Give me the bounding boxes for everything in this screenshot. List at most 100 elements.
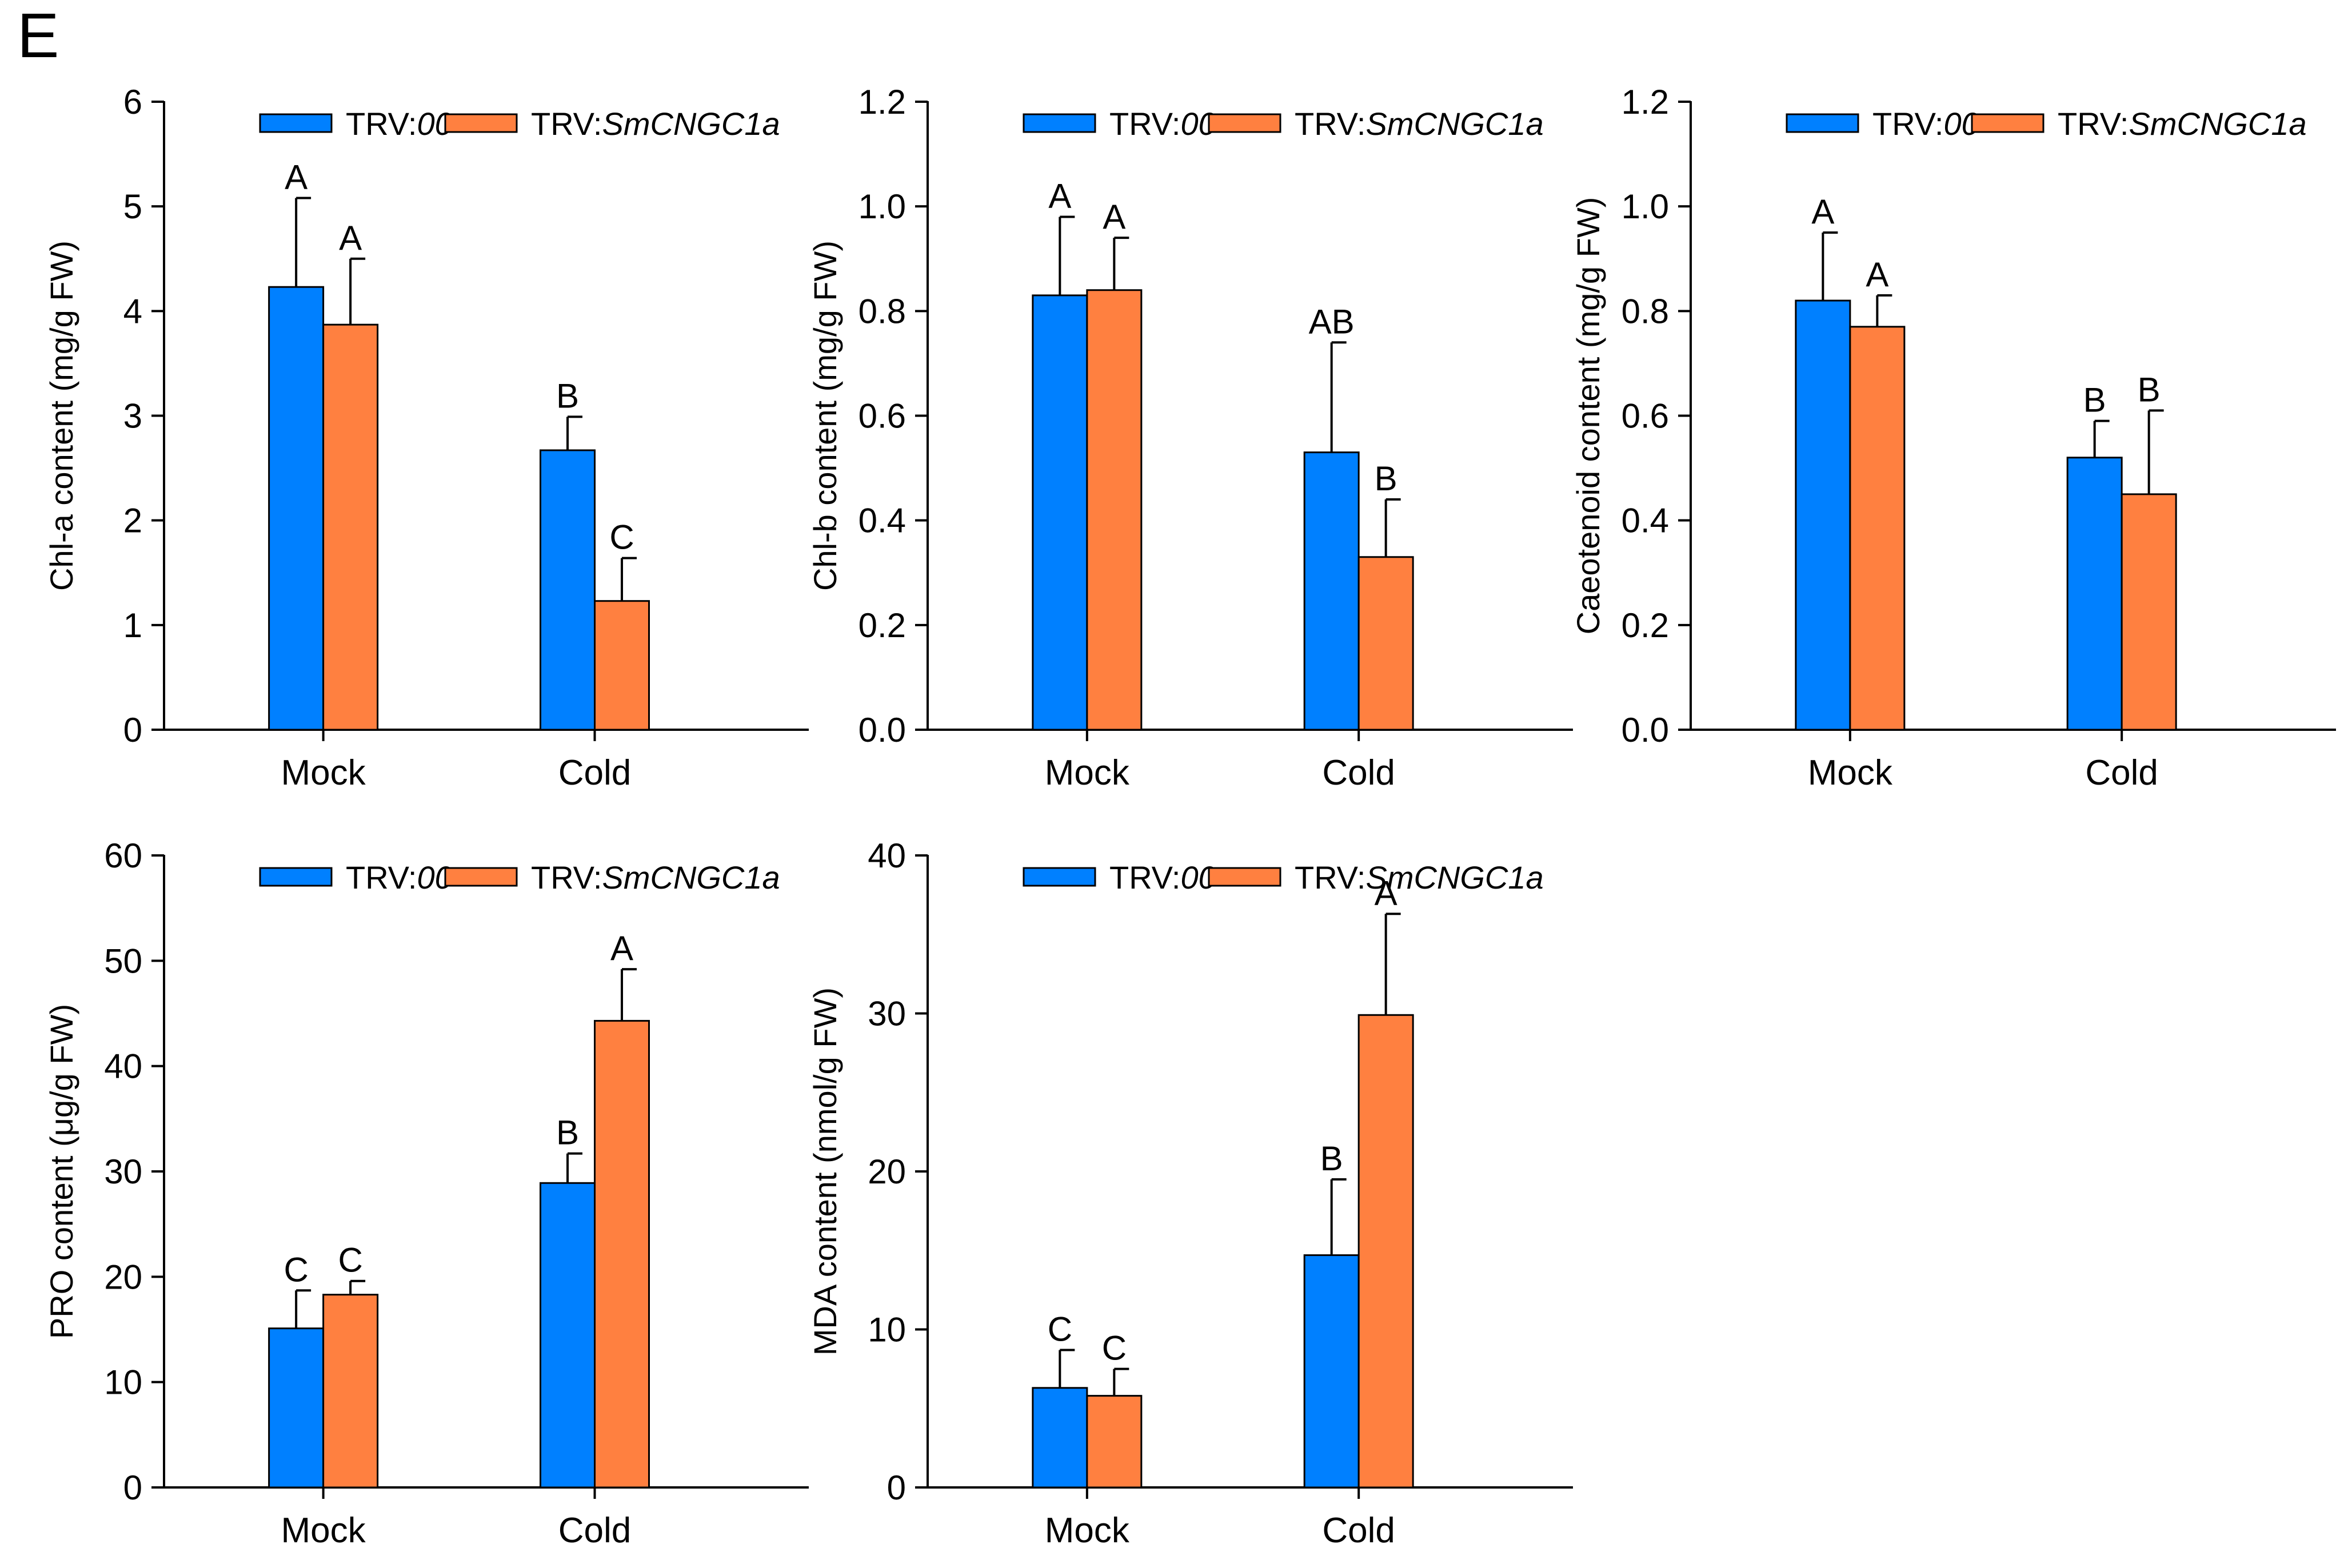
y-tick-label: 30 <box>868 995 906 1033</box>
bar <box>1086 1395 1143 1489</box>
y-tick-label: 50 <box>104 942 142 980</box>
chart-panel-3: 0.0 0.2 0.4 0.6 0.8 1.0 1.2 Caeotenoid content … <box>1570 83 2336 793</box>
bar <box>2066 457 2123 731</box>
bar <box>268 1327 325 1489</box>
legend-label: TRV:SmCNGC1a <box>1295 859 1544 895</box>
y-tick-label: 0.2 <box>858 606 906 645</box>
legend-swatch <box>259 867 333 887</box>
y-tick-label: 10 <box>104 1363 142 1402</box>
significance-letter: C <box>338 1241 362 1279</box>
significance-letter: C <box>1102 1329 1127 1367</box>
legend-label: TRV:SmCNGC1a <box>531 859 780 895</box>
x-category-label: Mock <box>1808 753 1893 793</box>
x-category-label: Cold <box>558 1511 632 1550</box>
legend-swatch <box>1208 867 1281 887</box>
chart-panel-2: 0.0 0.2 0.4 0.6 0.8 1.0 1.2 Chl-b content (mg/g… <box>807 83 1573 793</box>
chart-panel-1: 0 1 2 3 4 5 6 Chl-a content (mg/g FW) Mock AA Cold… <box>43 83 809 793</box>
y-tick-label: 40 <box>868 837 906 875</box>
y-tick-label: 3 <box>123 397 142 435</box>
significance-letter: B <box>1375 459 1397 498</box>
bar <box>594 600 650 731</box>
bar <box>322 1294 379 1489</box>
bar <box>1357 1014 1414 1489</box>
x-category-label: Mock <box>281 753 366 793</box>
legend: TRV:00 TRV:SmCNGC1a <box>259 106 780 142</box>
y-tick-label: 0.0 <box>1622 711 1669 749</box>
y-tick-label: 1.2 <box>1622 83 1669 121</box>
x-category-label: Cold <box>2085 753 2158 793</box>
significance-letter: B <box>556 377 579 415</box>
y-tick-label: 4 <box>123 292 142 330</box>
y-tick-label: 0 <box>887 1469 906 1507</box>
significance-letter: B <box>1320 1139 1343 1178</box>
x-category-label: Cold <box>1322 1511 1395 1550</box>
bar <box>1032 294 1088 731</box>
significance-letter: A <box>1375 874 1397 912</box>
significance-letter: A <box>1866 255 1888 294</box>
bar <box>1795 299 1851 731</box>
x-category-label: Cold <box>558 753 632 793</box>
legend-label: TRV:00 <box>1109 106 1216 142</box>
bar <box>540 449 596 731</box>
y-tick-label: 1.0 <box>1622 187 1669 226</box>
y-tick-label: 30 <box>104 1153 142 1191</box>
y-tick-label: 0.8 <box>1622 292 1669 330</box>
legend-swatch <box>259 113 333 133</box>
y-tick-label: 20 <box>868 1153 906 1191</box>
y-tick-label: 1.2 <box>858 83 906 121</box>
y-tick-label: 0 <box>123 1469 142 1507</box>
y-tick-label: 5 <box>123 187 142 226</box>
bar <box>322 323 379 731</box>
bar <box>1303 451 1360 731</box>
legend-label: TRV:SmCNGC1a <box>1295 106 1544 142</box>
legend-swatch <box>1208 113 1281 133</box>
x-category-label: Mock <box>281 1511 366 1550</box>
legend-swatch <box>1971 113 2044 133</box>
y-axis-title: Chl-a content (mg/g FW) <box>43 241 79 591</box>
legend-swatch <box>1023 113 1096 133</box>
significance-letter: B <box>556 1114 579 1152</box>
y-tick-label: 10 <box>868 1311 906 1349</box>
y-axis-title: MDA content (nmol/g FW) <box>807 987 843 1355</box>
x-category-label: Cold <box>1322 753 1395 793</box>
bar <box>594 1019 650 1489</box>
legend-label: TRV:00 <box>346 106 453 142</box>
legend-label: TRV:00 <box>1872 106 1979 142</box>
y-axis-title: Chl-b content (mg/g FW) <box>807 241 843 591</box>
significance-letter: C <box>609 518 634 557</box>
significance-letter: A <box>339 219 362 257</box>
legend: TRV:00 TRV:SmCNGC1a <box>1023 859 1544 895</box>
bar <box>1357 556 1414 731</box>
legend-swatch <box>1023 867 1096 887</box>
bar <box>268 286 325 731</box>
chart-panel-5: 0 10 20 30 40 MDA content (nmol/g FW) Mock C C Co… <box>807 837 1573 1550</box>
x-category-label: Mock <box>1045 1511 1130 1550</box>
bar <box>540 1182 596 1489</box>
significance-letter: A <box>610 929 633 967</box>
y-tick-label: 20 <box>104 1258 142 1296</box>
significance-letter: B <box>2138 370 2161 409</box>
significance-letter: B <box>2083 381 2106 419</box>
significance-letter: C <box>1048 1310 1072 1348</box>
y-tick-label: 40 <box>104 1047 142 1086</box>
y-tick-label: 0.0 <box>858 711 906 749</box>
legend-label: TRV:SmCNGC1a <box>531 106 780 142</box>
y-axis-title: Caeotenoid content (mg/g FW) <box>1570 197 1606 635</box>
legend: TRV:00 TRV:SmCNGC1a <box>1023 106 1544 142</box>
legend-label: TRV:00 <box>346 859 453 895</box>
y-tick-label: 0.2 <box>1622 606 1669 645</box>
legend: TRV:00 TRV:SmCNGC1a <box>259 859 780 895</box>
y-tick-label: 0 <box>123 711 142 749</box>
significance-letter: AB <box>1309 302 1355 341</box>
significance-letter: C <box>283 1250 308 1289</box>
y-tick-label: 60 <box>104 837 142 875</box>
legend-swatch <box>444 113 518 133</box>
y-tick-label: 2 <box>123 502 142 540</box>
significance-letter: A <box>285 158 308 197</box>
bar <box>1086 289 1143 731</box>
panel-label: E <box>17 1 59 71</box>
significance-letter: A <box>1103 198 1125 236</box>
y-tick-label: 0.6 <box>1622 397 1669 435</box>
